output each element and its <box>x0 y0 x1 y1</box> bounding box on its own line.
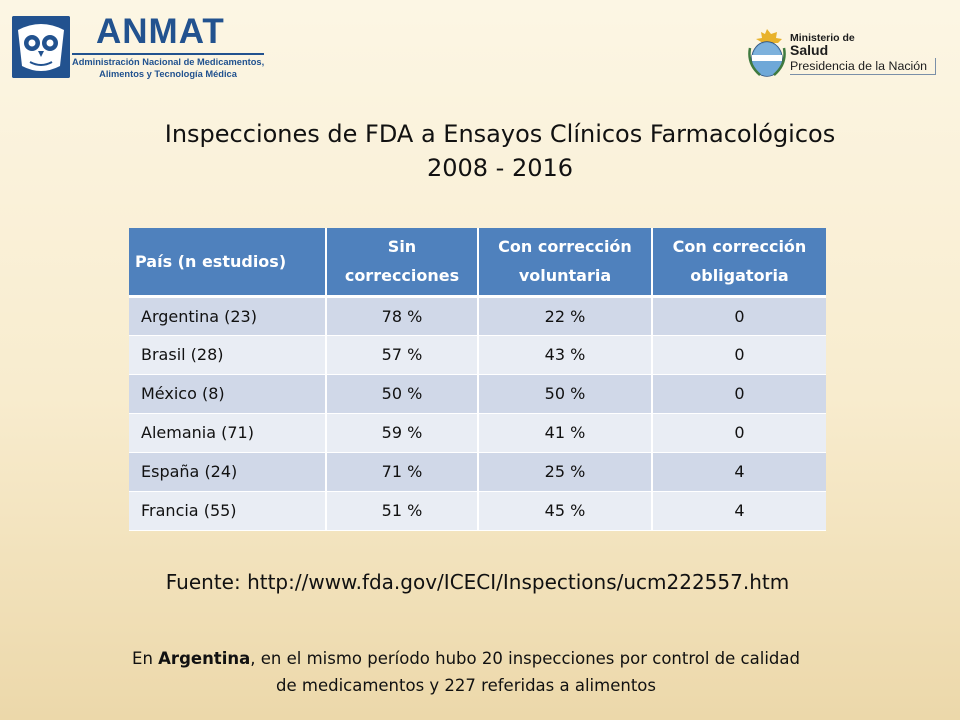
cell-correccion-voluntaria: 25 % <box>478 452 653 492</box>
header-correccion-voluntaria: Con corrección voluntaria <box>478 228 653 298</box>
footnote-prefix: En <box>132 649 159 668</box>
cell-pais: Brasil (28) <box>129 335 327 375</box>
table-header-row: País (n estudios) Sin correcciones Con c… <box>129 228 826 298</box>
national-shield-icon <box>748 28 786 78</box>
logo-vertical-rule <box>935 58 936 75</box>
header-sin-correcciones: Sin correcciones <box>326 228 479 298</box>
anmat-name: ANMAT <box>96 12 225 51</box>
cell-correccion-voluntaria: 22 % <box>478 296 653 336</box>
anmat-subtitle: Administración Nacional de Medicamentos,… <box>72 57 264 80</box>
cell-sin-correcciones: 78 % <box>326 296 479 336</box>
cell-pais: Francia (55) <box>129 491 327 531</box>
inspections-table: País (n estudios) Sin correcciones Con c… <box>129 228 826 531</box>
table-row: México (8) 50 % 50 % 0 <box>129 374 826 414</box>
cell-correccion-obligatoria: 0 <box>652 374 826 414</box>
header-correccion-obligatoria: Con corrección obligatoria <box>652 228 826 298</box>
table-row: España (24) 71 % 25 % 4 <box>129 452 826 492</box>
ministerio-line: Ministerio de <box>790 32 855 44</box>
footnote: En Argentina, en el mismo período hubo 2… <box>0 645 932 699</box>
salud-line: Salud <box>790 42 829 58</box>
anmat-divider <box>72 53 264 55</box>
footnote-line1: En Argentina, en el mismo período hubo 2… <box>0 645 932 672</box>
anmat-subtitle-line2: Alimentos y Tecnología Médica <box>99 68 237 79</box>
footnote-line2: de medicamentos y 227 referidas a alimen… <box>276 676 656 695</box>
cell-sin-correcciones: 51 % <box>326 491 479 531</box>
cell-sin-correcciones: 59 % <box>326 413 479 453</box>
title-line2: 2008 - 2016 <box>426 154 574 182</box>
footnote-country: Argentina <box>158 649 251 668</box>
logo-underline <box>790 74 936 75</box>
table-row: Argentina (23) 78 % 22 % 0 <box>129 296 826 336</box>
cell-correccion-obligatoria: 0 <box>652 335 826 375</box>
anmat-logo: ANMAT Administración Nacional de Medicam… <box>12 12 264 80</box>
cell-correccion-obligatoria: 4 <box>652 491 826 531</box>
source-citation: Fuente: http://www.fda.gov/ICECI/Inspect… <box>165 570 790 594</box>
table-row: Brasil (28) 57 % 43 % 0 <box>129 335 826 375</box>
cell-correccion-voluntaria: 50 % <box>478 374 653 414</box>
cell-correccion-obligatoria: 0 <box>652 296 826 336</box>
table-row: Francia (55) 51 % 45 % 4 <box>129 491 826 531</box>
cell-correccion-voluntaria: 45 % <box>478 491 653 531</box>
cell-pais: Argentina (23) <box>129 296 327 336</box>
cell-correccion-obligatoria: 4 <box>652 452 826 492</box>
cell-pais: México (8) <box>129 374 327 414</box>
ministerio-logo: Ministerio de Salud Presidencia de la Na… <box>748 28 940 82</box>
anmat-subtitle-line1: Administración Nacional de Medicamentos, <box>72 57 265 67</box>
table-row: Alemania (71) 59 % 41 % 0 <box>129 413 826 453</box>
cell-correccion-obligatoria: 0 <box>652 413 826 453</box>
cell-pais: España (24) <box>129 452 327 492</box>
footnote-rest: , en el mismo período hubo 20 inspeccion… <box>250 649 800 668</box>
title-line1: Inspecciones de FDA a Ensayos Clínicos F… <box>164 120 836 148</box>
cell-sin-correcciones: 71 % <box>326 452 479 492</box>
cell-pais: Alemania (71) <box>129 413 327 453</box>
cell-sin-correcciones: 57 % <box>326 335 479 375</box>
cell-correccion-voluntaria: 41 % <box>478 413 653 453</box>
owl-icon <box>12 16 70 78</box>
header-pais: País (n estudios) <box>129 228 327 298</box>
page-title: Inspecciones de FDA a Ensayos Clínicos F… <box>0 117 960 185</box>
cell-correccion-voluntaria: 43 % <box>478 335 653 375</box>
cell-sin-correcciones: 50 % <box>326 374 479 414</box>
presidencia-line: Presidencia de la Nación <box>790 59 928 73</box>
